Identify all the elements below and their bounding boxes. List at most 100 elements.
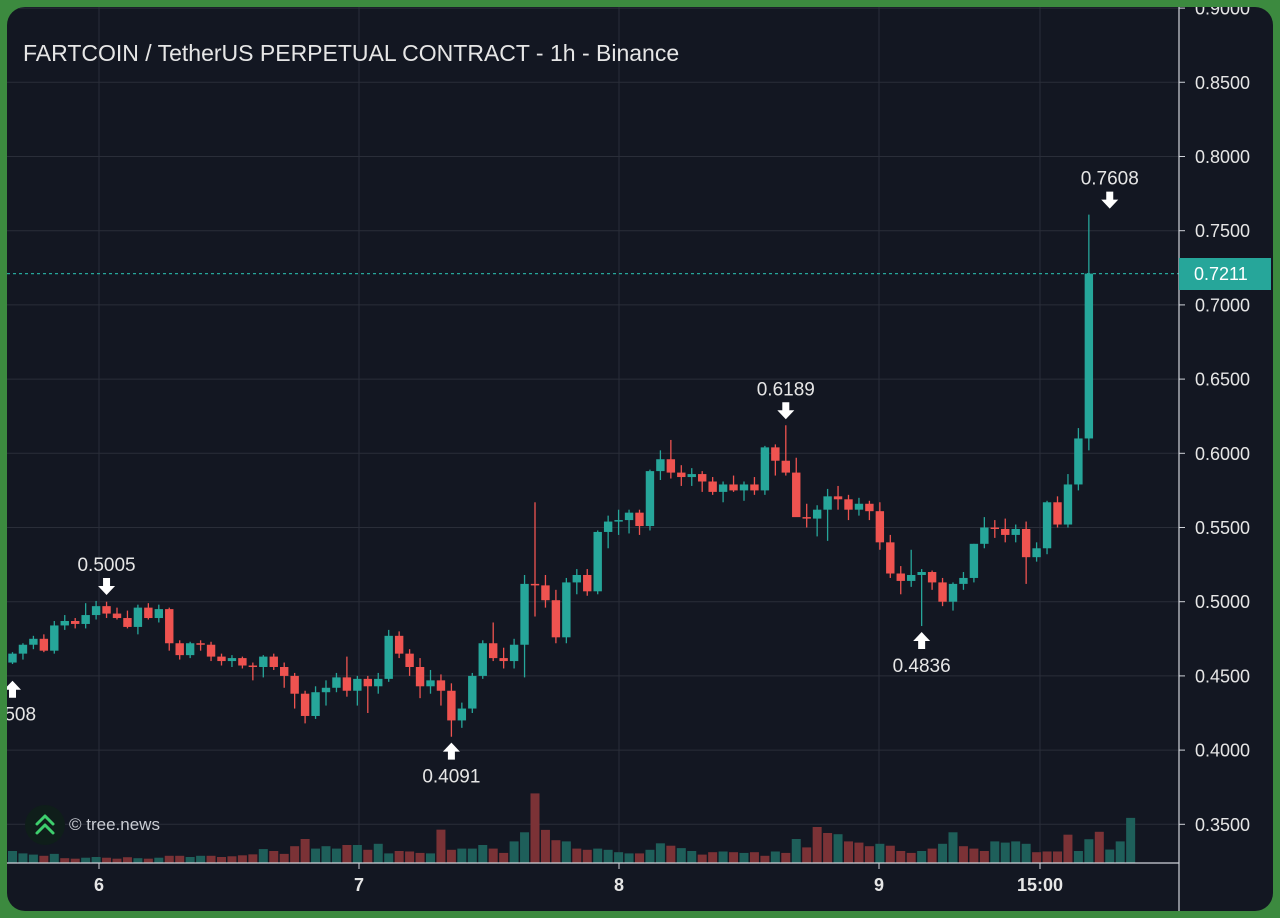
candle — [1074, 428, 1083, 491]
price-annotations: 0.5005 0.4508 0.4091 0.6189 0.4836 0.7608 — [7, 169, 1139, 788]
candle-body — [854, 503, 864, 510]
y-tick-label: 0.7000 — [1195, 295, 1250, 315]
volume-bar — [1011, 841, 1021, 863]
candle — [948, 582, 958, 611]
candle-body — [1032, 548, 1041, 558]
candle — [499, 647, 508, 669]
candle — [280, 662, 289, 688]
annotation-label: 0.6189 — [757, 379, 815, 400]
candle-body — [865, 503, 874, 512]
candle — [980, 517, 989, 549]
volume-bar — [8, 851, 17, 863]
candle — [290, 672, 299, 709]
candle-body — [520, 583, 529, 645]
annotation-label: 0.4508 — [7, 705, 36, 726]
volume-bar — [248, 854, 258, 863]
candle-body — [948, 583, 958, 602]
candle — [175, 640, 184, 660]
y-tick-label: 0.7500 — [1195, 221, 1250, 241]
volume-bar — [1042, 851, 1052, 863]
candle-body — [1084, 273, 1094, 439]
candle — [405, 649, 414, 676]
candle — [238, 656, 247, 669]
arrow-up-icon — [7, 680, 21, 698]
volume-bar — [697, 854, 707, 863]
volume-bar — [81, 857, 91, 863]
volume-bar — [164, 855, 174, 863]
x-tick-label: 8 — [614, 875, 624, 895]
candle-body — [1063, 484, 1073, 525]
annotation: 0.7608 — [1081, 169, 1139, 209]
candle-body — [8, 653, 17, 663]
chart-title: FARTCOIN / TetherUS PERPETUAL CONTRACT -… — [23, 40, 680, 66]
volume-bar — [352, 845, 362, 863]
candle — [353, 675, 362, 706]
price-chart[interactable]: 0.9000 0.8500 0.8000 0.7500 0.7000 0.6500 0.60… — [7, 7, 1273, 911]
candle-body — [415, 666, 425, 687]
volume-bar — [258, 849, 268, 863]
candle — [823, 488, 832, 541]
volume-bar — [1073, 851, 1083, 863]
candle-body — [541, 585, 550, 601]
candle-body — [154, 609, 163, 619]
candle — [781, 425, 790, 476]
candle-body — [259, 656, 268, 667]
candle-body — [844, 499, 853, 510]
annotation-label: 0.7608 — [1081, 169, 1139, 190]
candle-body — [896, 573, 905, 581]
candle-body — [980, 527, 989, 544]
candle — [520, 574, 529, 678]
volume-bar — [488, 848, 498, 863]
candle-body — [50, 625, 59, 651]
candle-body — [917, 572, 926, 575]
candle — [18, 643, 28, 660]
volume-bar — [885, 845, 895, 863]
candle — [112, 607, 122, 620]
annotation: 0.4508 — [7, 680, 36, 726]
candle-body — [39, 638, 49, 651]
volume-bar — [854, 842, 864, 863]
volume-bar — [112, 858, 122, 863]
volume-bar — [687, 851, 697, 863]
candle-body — [656, 459, 665, 472]
volume-bar — [1032, 852, 1042, 863]
candle — [969, 543, 979, 583]
candle — [635, 509, 644, 535]
candle — [812, 505, 822, 537]
candle — [50, 620, 59, 654]
candle-body — [468, 675, 477, 709]
x-tick-label: 15:00 — [1017, 875, 1063, 895]
candle-body — [489, 643, 498, 659]
volume-bar — [49, 853, 59, 863]
volume-bar — [938, 843, 948, 863]
candle-body — [144, 607, 153, 619]
candle-body — [478, 643, 487, 676]
candle-body — [436, 680, 446, 691]
volume-bar — [269, 851, 279, 863]
candle-body — [614, 520, 623, 522]
arrow-down-icon — [98, 577, 116, 595]
candle — [551, 589, 561, 644]
candle — [154, 604, 163, 623]
candle — [698, 471, 707, 492]
candle — [875, 502, 885, 550]
volume-bar — [749, 852, 759, 863]
candle-body — [394, 635, 404, 654]
candle — [165, 607, 174, 651]
volume-bar — [342, 845, 352, 863]
y-tick-label: 0.4000 — [1195, 741, 1250, 761]
volume-bar — [279, 853, 289, 863]
candle-body — [311, 692, 320, 716]
candle — [792, 457, 801, 518]
candle — [102, 601, 111, 619]
candle-body — [353, 678, 362, 691]
annotation-label: 0.5005 — [77, 555, 135, 576]
volume-bar — [1021, 843, 1031, 863]
candle — [478, 640, 487, 679]
candle — [572, 569, 581, 595]
volume-bar — [321, 846, 331, 863]
candle — [489, 622, 498, 662]
candle-body — [227, 658, 237, 662]
candle-body — [499, 658, 508, 662]
volume-bar — [143, 858, 153, 863]
